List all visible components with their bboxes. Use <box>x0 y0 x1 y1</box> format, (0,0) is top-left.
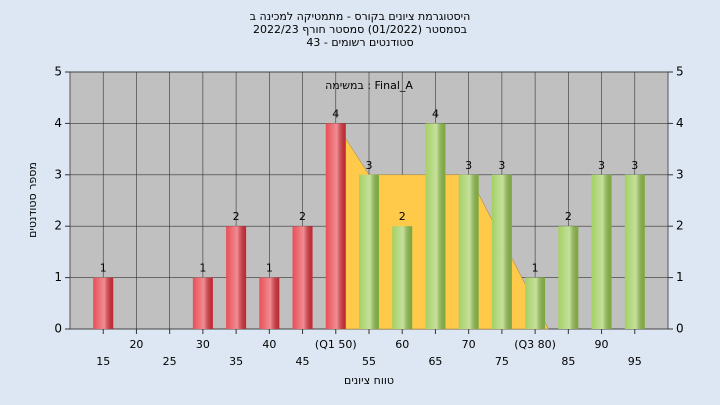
data-label: 2 <box>233 210 240 223</box>
chart-title: היסטוגרמת ציונים בקורס - מתמטיקה למכינה … <box>250 10 471 23</box>
x-tick-label: 60 <box>395 338 409 351</box>
data-label: 1 <box>532 262 539 275</box>
y-tick-label: 5 <box>54 65 62 79</box>
y2-tick-label: 0 <box>676 322 684 336</box>
y2-tick-label: 1 <box>676 270 684 284</box>
bar-shade <box>425 123 446 330</box>
data-label: 2 <box>565 210 572 223</box>
x-tick-label: 65 <box>428 355 442 368</box>
bar-shade <box>226 226 247 329</box>
x-tick-label: 85 <box>561 355 575 368</box>
data-label: 1 <box>199 262 206 275</box>
x-tick-label: 75 <box>495 355 509 368</box>
data-label: 3 <box>631 159 638 172</box>
bar-shade <box>325 123 346 330</box>
bar-shade <box>591 174 612 329</box>
y2-tick-label: 2 <box>676 219 684 233</box>
bar-shade <box>558 226 579 329</box>
bar-shade <box>292 226 313 329</box>
bar-shade <box>192 277 213 329</box>
data-label: 4 <box>432 107 439 120</box>
data-label: 2 <box>299 210 306 223</box>
subtitle: בסמסטר (01/2022) סמסטר חורף 2022/23 <box>253 23 467 36</box>
bar-shade <box>392 226 413 329</box>
y2-tick-label: 4 <box>676 116 684 130</box>
data-label: 3 <box>598 159 605 172</box>
x-tick-label: 20 <box>129 338 143 351</box>
x-axis-label: טווח ציונים <box>344 374 394 387</box>
x-tick-label: 70 <box>462 338 476 351</box>
data-label: 3 <box>498 159 505 172</box>
y2-tick-label: 3 <box>676 167 684 181</box>
bar-shade <box>359 174 379 329</box>
bar-shade <box>491 174 512 329</box>
bar-shade <box>93 277 114 329</box>
data-label: 3 <box>465 159 472 172</box>
x-tick-label: 90 <box>595 338 609 351</box>
bar-shade <box>259 277 280 329</box>
x-tick-label: 55 <box>362 355 376 368</box>
x-tick-label: 30 <box>196 338 210 351</box>
x-tick-label: 25 <box>163 355 177 368</box>
bar-shade <box>624 174 645 329</box>
data-label: 1 <box>266 262 273 275</box>
data-label: 2 <box>399 210 406 223</box>
x-tick-label: 95 <box>628 355 642 368</box>
y-tick-label: 1 <box>54 270 62 284</box>
y2-tick-label: 5 <box>676 65 684 79</box>
x-tick-label: 15 <box>96 355 110 368</box>
y-tick-label: 0 <box>54 322 62 336</box>
y-tick-label: 4 <box>54 116 62 130</box>
x-tick-label: 40 <box>262 338 276 351</box>
data-label: 1 <box>100 262 107 275</box>
y-axis-label: מספר סטודנטים <box>26 162 39 238</box>
subtitle: סטודנטים רשומים - 43 <box>306 36 413 49</box>
y-tick-label: 3 <box>54 167 62 181</box>
bar-shade <box>458 174 479 329</box>
x-tick-label: 35 <box>229 355 243 368</box>
y-tick-label: 2 <box>54 219 62 233</box>
x-tick-label: 45 <box>296 355 310 368</box>
x-tick-label: (Q3 80) <box>514 338 556 351</box>
data-label: 4 <box>332 107 339 120</box>
x-tick-label: (Q1 50) <box>315 338 357 351</box>
data-label: 3 <box>366 159 373 172</box>
bar-shade <box>525 277 546 329</box>
